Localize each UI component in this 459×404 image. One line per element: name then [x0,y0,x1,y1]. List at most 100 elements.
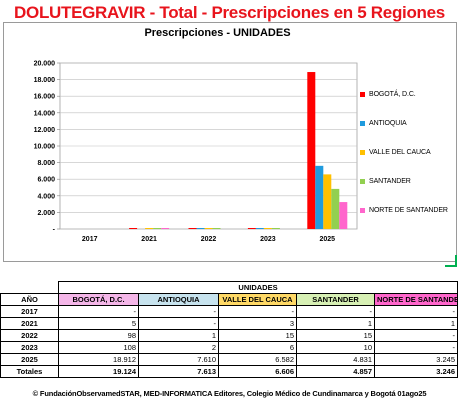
column-header: VALLE DEL CAUCA [218,293,297,306]
column-header: SANTANDER [296,293,375,306]
selection-edge [445,255,457,267]
bar [196,228,205,229]
legend-item: BOGOTÁ, D.C. [360,80,456,109]
value-cell: 5 [58,317,139,330]
total-cell: 7.613 [138,365,219,378]
value-cell: 6.582 [218,353,297,366]
column-header: BOGOTÁ, D.C. [58,293,139,306]
y-tick-label: 16.000 [34,94,56,101]
y-tick-label: 2.000 [37,210,55,217]
legend-item: NORTE DE SANTANDER [360,196,456,225]
value-cell: 4.831 [296,353,375,366]
y-tick-label: - [53,227,56,234]
y-tick-label: 6.000 [37,177,55,184]
totals-label: Totales [0,365,59,378]
total-cell: 19.124 [58,365,139,378]
year-cell: 2021 [0,317,59,330]
y-tick-label: 14.000 [34,110,56,117]
value-cell: 6 [218,341,297,354]
bar [129,228,138,229]
bar [271,228,280,229]
group-header: UNIDADES [57,281,459,294]
y-tick-label: 8.000 [37,160,55,167]
value-cell: - [138,305,219,318]
value-cell: - [58,305,139,318]
legend-item: VALLE DEL CAUCA [360,138,456,167]
total-cell: 4.857 [296,365,375,378]
bar [331,188,340,229]
bar [323,174,332,229]
y-tick-label: 12.000 [34,127,56,134]
value-cell: 15 [296,329,375,342]
value-cell: 7.610 [138,353,219,366]
table-group-header-row: UNIDADES [0,281,459,294]
table-corner [0,281,59,294]
value-cell: 3.245 [373,353,459,366]
total-cell: 6.606 [218,365,297,378]
bar [188,228,197,229]
value-cell: - [373,305,459,318]
total-cell: 3.246 [373,365,459,378]
x-tick-label: 2025 [320,236,336,243]
legend-label: VALLE DEL CAUCA [369,149,431,156]
value-cell: 98 [58,329,139,342]
value-cell: 10 [296,341,375,354]
x-tick-label: 2022 [201,236,217,243]
value-cell: 18.912 [58,353,139,366]
bar [247,228,256,229]
value-cell: 1 [296,317,375,330]
year-cell: 2017 [0,305,59,318]
bar [153,228,162,229]
value-cell: 108 [58,341,139,354]
y-tick-label: 10.000 [34,144,56,151]
legend-label: SANTANDER [369,178,411,185]
bar [307,72,316,230]
value-cell: 15 [218,329,297,342]
table-row: 2021 5-3 1 1 [0,317,459,330]
bar [145,228,154,229]
legend-swatch [360,150,365,155]
legend-swatch [360,92,365,97]
bar [255,228,264,229]
value-cell: - [218,305,297,318]
legend-item: SANTANDER [360,167,456,196]
x-tick-label: 2023 [260,236,276,243]
y-tick-label: 4.000 [37,193,55,200]
year-cell: 2023 [0,341,59,354]
year-header: AÑO [0,293,59,306]
value-cell: 1 [373,317,459,330]
value-cell: 3 [218,317,297,330]
x-tick-label: 2021 [141,236,157,243]
totals-row: Totales 19.124 7.613 6.606 4.857 3.246 [0,365,459,378]
x-tick-label: 2017 [82,236,98,243]
value-cell: - [138,317,219,330]
year-cell: 2022 [0,329,59,342]
legend-label: NORTE DE SANTANDER [369,207,448,214]
table-row: 2022 98 1 15 15- [0,329,459,342]
legend-swatch [360,179,365,184]
column-header: ANTIOQUIA [138,293,219,306]
column-header: NORTE DE SANTANDER [373,293,459,306]
bar [315,165,324,229]
value-cell: - [296,305,375,318]
y-tick-label: 20.000 [34,61,56,68]
value-cell: 1 [138,329,219,342]
table-column-header-row: AÑO BOGOTÁ, D.C. ANTIOQUIA VALLE DEL CAUCA… [0,293,459,306]
bar [263,228,272,229]
y-tick-label: 18.000 [34,77,56,84]
legend-swatch [360,121,365,126]
legend-label: ANTIOQUIA [369,120,407,127]
legend-label: BOGOTÁ, D.C. [369,91,416,98]
value-cell: - [373,341,459,354]
legend-item: ANTIOQUIA [360,109,456,138]
year-cell: 2025 [0,353,59,366]
main-title: DOLUTEGRAVIR - Total - Prescripciones en… [14,3,445,22]
table-row: 2023 108 2 6 10- [0,341,459,354]
chart-legend: BOGOTÁ, D.C. ANTIOQUIA VALLE DEL CAUCA SANT… [360,80,456,225]
bar-chart: - 2.000 4.000 6.000 8.000 10.000 12.000 14.000 1… [34,61,358,243]
bar [161,228,170,229]
table-row: 2017- - - - - [0,305,459,318]
chart-title: Prescripciones - UNIDADES [144,27,291,39]
footer-credit: © FundaciónObservamedSTAR, MED-INFORMATI… [32,389,427,398]
data-table: UNIDADES AÑO BOGOTÁ, D.C. ANTIOQUIA VALLE … [0,281,459,378]
